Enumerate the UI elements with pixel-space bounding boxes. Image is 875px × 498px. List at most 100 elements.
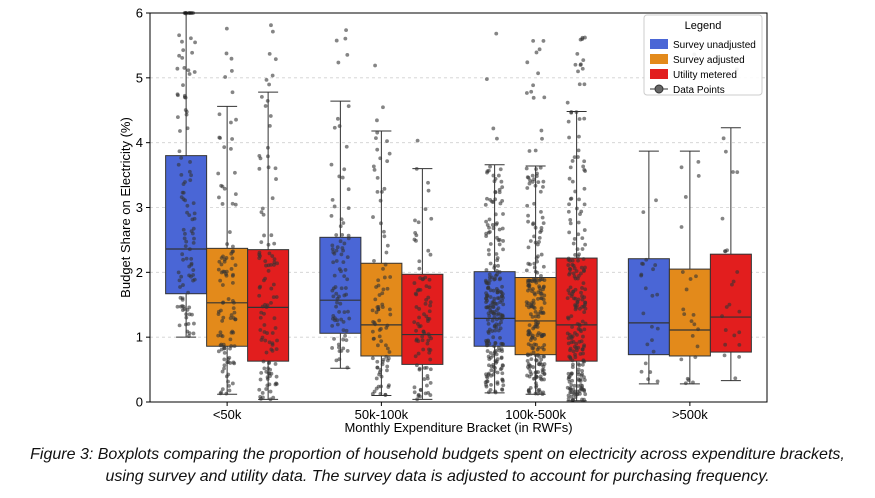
- data-point: [683, 381, 688, 386]
- data-point: [493, 301, 498, 306]
- data-point: [426, 295, 431, 300]
- data-point: [375, 147, 380, 152]
- data-point: [385, 286, 390, 291]
- data-point: [688, 277, 693, 281]
- data-point: [529, 357, 534, 362]
- data-point: [183, 244, 188, 249]
- data-point: [192, 321, 196, 326]
- data-point: [260, 391, 265, 395]
- legend-swatch: [650, 69, 668, 79]
- data-point: [720, 216, 725, 221]
- data-point: [484, 374, 489, 379]
- data-point: [538, 374, 543, 379]
- data-point: [580, 247, 585, 251]
- data-point: [191, 331, 196, 336]
- data-point: [493, 328, 498, 333]
- data-point: [221, 315, 226, 320]
- data-point: [377, 334, 382, 339]
- legend-frame: [643, 14, 763, 96]
- data-point: [484, 296, 488, 301]
- data-point: [341, 346, 346, 351]
- legend-label: Utility metered: [673, 70, 737, 81]
- data-point: [696, 160, 701, 164]
- data-point: [572, 344, 577, 349]
- data-point: [385, 243, 390, 248]
- data-point: [334, 358, 339, 363]
- data-point: [494, 359, 499, 364]
- data-point: [274, 295, 279, 299]
- data-point: [524, 166, 529, 171]
- data-point: [346, 104, 351, 109]
- data-point: [541, 39, 546, 43]
- data-point: [582, 116, 587, 121]
- data-point: [651, 267, 655, 272]
- data-point: [577, 340, 582, 344]
- data-point: [574, 206, 579, 211]
- data-point: [526, 342, 531, 347]
- data-point: [526, 362, 531, 366]
- data-point: [273, 166, 278, 171]
- data-point: [267, 361, 271, 366]
- data-point: [684, 287, 689, 292]
- data-point: [272, 316, 277, 321]
- data-point: [569, 340, 574, 345]
- data-point: [580, 297, 585, 302]
- data-point: [573, 62, 578, 67]
- data-point: [528, 239, 533, 243]
- data-point: [267, 82, 272, 87]
- data-point: [566, 316, 571, 321]
- figure-caption: Figure 3: Boxplots comparing the proport…: [30, 446, 845, 485]
- data-point: [266, 165, 271, 170]
- data-point: [582, 389, 587, 393]
- x-tick-label: 100k-500k: [505, 407, 566, 422]
- data-point: [535, 259, 539, 264]
- data-point: [735, 270, 740, 274]
- data-point: [184, 322, 188, 327]
- data-point: [269, 262, 273, 267]
- data-point: [566, 263, 571, 267]
- data-point: [417, 366, 422, 371]
- data-point: [339, 217, 344, 222]
- data-point: [569, 371, 574, 376]
- data-point: [566, 209, 571, 214]
- data-point: [541, 297, 546, 302]
- data-point: [541, 221, 546, 225]
- data-point: [500, 313, 505, 318]
- data-point: [185, 329, 190, 334]
- data-point: [338, 301, 343, 306]
- data-point: [273, 382, 278, 387]
- data-point: [185, 210, 189, 215]
- data-point: [690, 334, 695, 338]
- data-point: [179, 156, 184, 160]
- data-point: [582, 186, 587, 191]
- data-point: [534, 50, 539, 55]
- data-point: [528, 338, 533, 343]
- data-point: [261, 212, 266, 217]
- y-tick-label: 2: [136, 265, 143, 280]
- data-point: [336, 342, 341, 347]
- data-point: [263, 259, 268, 264]
- data-point: [500, 284, 504, 289]
- data-point: [222, 357, 227, 362]
- data-point: [191, 201, 196, 206]
- data-point: [221, 254, 225, 259]
- data-point: [380, 291, 385, 296]
- data-point: [375, 365, 380, 370]
- data-point: [578, 392, 582, 396]
- data-point: [192, 277, 197, 282]
- data-point: [187, 264, 192, 269]
- data-point: [188, 36, 193, 41]
- data-point: [232, 344, 237, 348]
- data-point: [489, 373, 493, 378]
- data-point: [187, 334, 191, 338]
- data-point: [428, 348, 433, 352]
- data-point: [374, 136, 378, 141]
- data-point: [226, 379, 230, 384]
- data-point: [489, 368, 494, 373]
- data-point: [573, 252, 578, 257]
- data-point: [184, 239, 189, 244]
- data-point: [383, 262, 388, 267]
- data-point: [568, 390, 573, 395]
- data-point: [175, 66, 180, 71]
- data-point: [538, 309, 543, 314]
